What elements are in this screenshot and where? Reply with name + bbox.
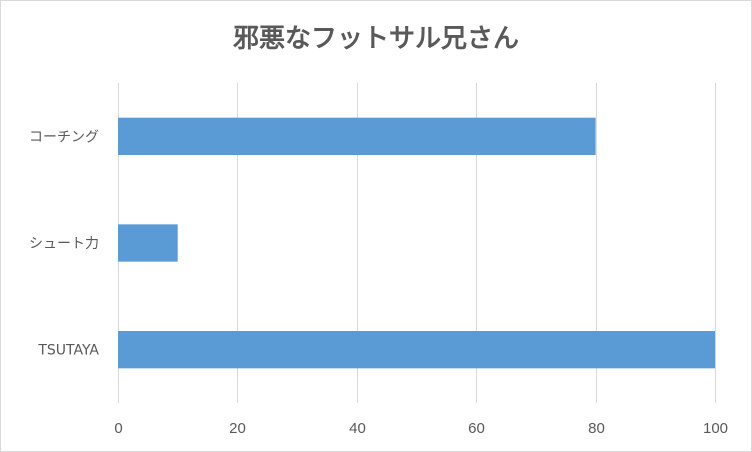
x-tick-label: 80 [588, 420, 605, 437]
x-tick-label: 0 [114, 420, 122, 437]
bar-0 [118, 117, 596, 155]
bar-1 [118, 224, 178, 262]
x-tick-label: 100 [703, 420, 728, 437]
chart-title: 邪悪なフットサル兄さん [232, 24, 519, 54]
bars [118, 117, 715, 369]
x-axis-ticks: 0 20 40 60 80 100 [114, 420, 728, 437]
bar-2 [118, 331, 715, 369]
x-tick-label: 40 [349, 420, 366, 437]
category-label: シュート力 [29, 236, 99, 252]
category-label: TSUTAYA [37, 343, 99, 359]
x-tick-label: 60 [468, 420, 485, 437]
category-label: コーチング [29, 129, 99, 145]
x-tick-label: 20 [229, 420, 246, 437]
